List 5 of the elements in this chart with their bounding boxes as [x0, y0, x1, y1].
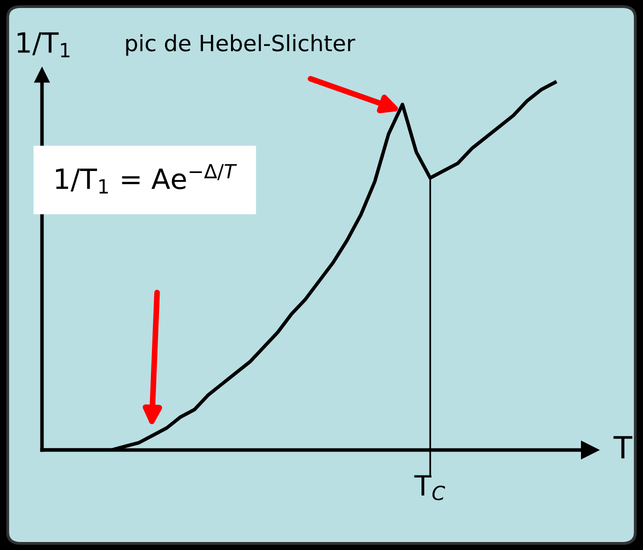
x-axis-title: T	[613, 436, 632, 458]
y-axis-title: 1/T$_{1}$	[18, 32, 70, 58]
annotation: 1/T$_{1}$ = Ae$^{−Δ/T}$	[56, 164, 237, 194]
text: pic de Hebel-Slichter	[126, 34, 356, 56]
annotation: T$_{C}$	[414, 475, 446, 500]
